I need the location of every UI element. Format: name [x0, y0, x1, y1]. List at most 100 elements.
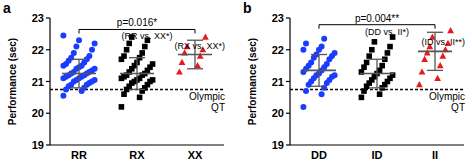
point	[439, 53, 446, 59]
point	[150, 61, 156, 67]
comparison-note: (RX vs. XX*)	[174, 41, 225, 51]
point	[366, 53, 372, 59]
point	[321, 36, 327, 42]
y-tick-label: 19	[32, 139, 44, 151]
point	[73, 44, 79, 50]
reference-label-line: Olympic	[429, 91, 465, 102]
panel-label: a	[3, 0, 11, 16]
x-axis	[290, 144, 464, 145]
point	[300, 104, 306, 110]
error-bar-cap	[427, 32, 443, 33]
point	[176, 68, 183, 74]
point	[303, 40, 309, 46]
point	[150, 77, 156, 83]
point	[434, 75, 441, 81]
point	[332, 72, 338, 78]
x-tick-label: XX	[188, 149, 203, 161]
point	[92, 40, 98, 46]
point	[121, 91, 127, 97]
point	[197, 53, 204, 59]
point	[364, 60, 370, 66]
point	[60, 32, 66, 38]
y-tick-label: 20	[32, 107, 44, 119]
point	[92, 66, 98, 72]
x-axis	[50, 144, 224, 145]
x-tick-label: RR	[71, 149, 87, 161]
point	[319, 44, 325, 50]
point	[76, 37, 82, 43]
point	[300, 47, 306, 53]
y-tick	[46, 49, 50, 50]
x-tick-label: ID	[372, 149, 383, 161]
reference-line	[290, 89, 464, 91]
point	[437, 62, 444, 68]
error-bar	[129, 58, 145, 90]
point	[86, 53, 92, 59]
point	[385, 50, 391, 56]
y-tick	[286, 144, 290, 145]
error-bar-cap	[187, 68, 203, 69]
y-tick	[286, 49, 290, 50]
error-bar-stem	[376, 59, 377, 88]
error-bar	[311, 55, 327, 87]
point	[142, 44, 148, 50]
figure: a Performance (sec) 19 20 21 22 23 RR RX XX Olympi…	[0, 0, 472, 166]
point	[71, 50, 77, 56]
y-tick-label: 23	[272, 12, 284, 24]
reference-label-line: QT	[451, 102, 465, 113]
error-bar-cap	[427, 70, 443, 71]
y-tick-label: 22	[272, 44, 284, 56]
error-bar-stem	[136, 58, 137, 90]
panel: aPerformance (sec)1920212223RRRXXXOlympi…	[3, 0, 225, 161]
reference-label-line: Olympic	[189, 91, 225, 102]
y-tick	[286, 81, 290, 82]
point	[119, 104, 125, 110]
y-tick	[286, 113, 290, 114]
y-tick	[46, 113, 50, 114]
p-value: p=0.016*	[117, 17, 157, 28]
point	[369, 47, 375, 53]
plot-area	[290, 27, 464, 110]
y-tick-label: 21	[32, 76, 44, 88]
point	[361, 64, 367, 70]
error-bar-cap	[129, 89, 145, 90]
point	[421, 56, 428, 62]
point	[89, 47, 95, 53]
point	[303, 88, 309, 94]
point	[139, 50, 145, 56]
y-tick-label: 20	[272, 107, 284, 119]
x-tick-label: RX	[129, 149, 145, 161]
point	[124, 47, 130, 53]
reference-label-line: QT	[211, 102, 225, 113]
point	[424, 49, 431, 55]
x-tick-label: II	[432, 149, 438, 161]
point	[419, 68, 426, 74]
point	[121, 53, 127, 59]
point	[387, 44, 393, 50]
error-bar	[369, 59, 385, 88]
reference-label: OlympicQT	[189, 91, 225, 113]
panel: bPerformance (sec)1920212223DDIDIIOlympi…	[243, 0, 465, 161]
point	[379, 63, 385, 69]
point	[60, 93, 66, 99]
y-tick	[46, 81, 50, 82]
y-tick	[46, 144, 50, 145]
point	[416, 81, 423, 87]
error-bar-stem	[318, 55, 319, 87]
y-axis-label: Performance (sec)	[247, 38, 258, 125]
reference-label: OlympicQT	[429, 91, 465, 113]
point	[372, 39, 378, 45]
y-tick	[46, 17, 50, 18]
panel-label: b	[243, 0, 252, 16]
reference-line	[50, 89, 224, 91]
x-tick-label: DD	[311, 149, 327, 161]
point	[359, 95, 365, 101]
error-bar	[71, 59, 87, 88]
comparison-note: (DD vs. II*)	[365, 27, 409, 37]
error-bar-cap	[311, 86, 327, 87]
comparison-note: (RR vs. XX*)	[121, 31, 172, 41]
error-bar-stem	[78, 59, 79, 88]
point	[179, 59, 186, 65]
point	[137, 95, 143, 101]
y-tick-label: 21	[272, 76, 284, 88]
